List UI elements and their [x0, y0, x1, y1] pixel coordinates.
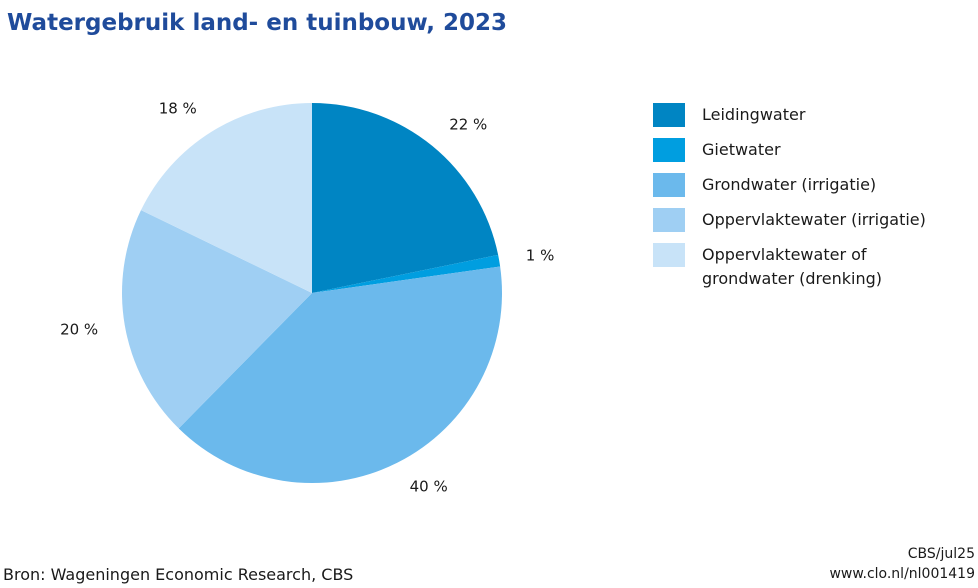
- slice-label-3: 20 %: [60, 320, 98, 338]
- legend-label: Grondwater (irrigatie): [702, 175, 877, 194]
- slice-label-4: 18 %: [159, 100, 197, 118]
- source-note: Bron: Wageningen Economic Research, CBS: [3, 565, 354, 584]
- legend-swatch: [653, 103, 685, 127]
- slice-label-0: 22 %: [449, 115, 487, 133]
- legend-label: Gietwater: [702, 140, 781, 159]
- pie-slice-3: [122, 210, 312, 429]
- legend-swatch: [653, 208, 685, 232]
- publication-url: www.clo.nl/nl001419: [829, 566, 975, 582]
- slice-label-2: 40 %: [410, 477, 448, 495]
- pie-slice-4: [141, 103, 312, 293]
- legend-label: Leidingwater: [702, 105, 806, 124]
- legend-swatch: [653, 138, 685, 162]
- legend-item-drenking: Oppervlaktewater of grondwater (drenking…: [653, 243, 973, 291]
- legend-label: Oppervlaktewater of grondwater (drenking…: [702, 245, 882, 288]
- pie-slice-1: [312, 254, 501, 293]
- legend-item-oppervlaktewater-irrigatie: Oppervlaktewater (irrigatie): [653, 208, 973, 232]
- pie-slice-0: [312, 103, 499, 293]
- slice-label-1: 1 %: [526, 247, 555, 265]
- legend-label: Oppervlaktewater (irrigatie): [702, 210, 926, 229]
- legend-swatch: [653, 243, 685, 267]
- legend-item-leidingwater: Leidingwater: [653, 103, 973, 127]
- chart-title: Watergebruik land- en tuinbouw, 2023: [7, 10, 508, 36]
- publication-date: CBS/jul25: [907, 546, 975, 562]
- legend-swatch: [653, 173, 685, 197]
- publication-meta: CBS/jul25 www.clo.nl/nl001419: [829, 544, 975, 584]
- legend-item-grondwater-irrigatie: Grondwater (irrigatie): [653, 173, 973, 197]
- pie-slice-2: [178, 266, 502, 483]
- legend: Leidingwater Gietwater Grondwater (irrig…: [653, 103, 973, 302]
- legend-item-gietwater: Gietwater: [653, 138, 973, 162]
